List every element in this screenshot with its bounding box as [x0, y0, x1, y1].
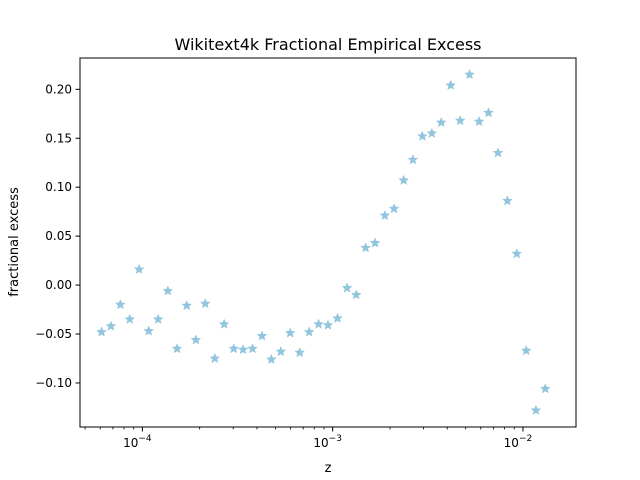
data-point-20	[284, 327, 296, 338]
x-tick-label-1: 10−3	[313, 434, 342, 450]
data-point-31	[388, 203, 400, 214]
data-point-2	[114, 298, 126, 310]
data-point-23	[313, 318, 324, 329]
x-tick-label-2: 10−2	[504, 434, 533, 450]
data-point-21	[294, 346, 306, 358]
y-axis-ticks: −0.10 −0.05 0.00 0.05 0.10 0.15 0.20	[35, 82, 80, 390]
data-point-1	[105, 320, 117, 331]
chart-title: Wikitext4k Fractional Empirical Excess	[175, 35, 482, 54]
y-tick-label-2: 0.00	[45, 278, 72, 292]
data-point-38	[454, 114, 466, 126]
x-axis-label: z	[325, 461, 332, 476]
data-point-36	[435, 116, 447, 128]
data-point-33	[407, 154, 419, 165]
data-point-9	[181, 299, 193, 311]
data-points	[96, 68, 551, 415]
data-point-27	[350, 289, 362, 300]
data-point-13	[218, 318, 230, 329]
data-point-5	[143, 325, 155, 336]
data-point-8	[171, 343, 183, 354]
y-axis-label: fractional excess	[7, 187, 22, 297]
data-point-14	[228, 343, 240, 354]
y-tick-label-1: −0.05	[35, 327, 72, 341]
data-point-6	[152, 313, 164, 324]
data-point-15	[237, 344, 249, 355]
data-point-22	[303, 326, 315, 337]
data-point-18	[265, 353, 277, 365]
data-point-4	[133, 263, 145, 275]
x-tick-label-0: 10−4	[123, 434, 152, 450]
data-point-41	[483, 107, 494, 118]
data-point-29	[369, 237, 381, 248]
data-point-42	[492, 147, 504, 158]
data-point-7	[162, 285, 174, 296]
data-point-17	[256, 330, 268, 341]
data-point-28	[360, 242, 372, 253]
data-point-30	[379, 209, 391, 221]
data-point-43	[501, 195, 513, 206]
data-point-0	[96, 326, 107, 337]
data-point-11	[199, 297, 211, 309]
data-point-44	[511, 248, 523, 259]
data-point-12	[209, 352, 221, 364]
data-point-24	[322, 319, 334, 330]
plot-frame	[79, 57, 577, 428]
data-point-47	[539, 383, 551, 394]
x-axis-ticks: 10−4 10−3 10−2	[84, 427, 533, 450]
y-tick-label-3: 0.05	[45, 229, 72, 243]
y-tick-label-0: −0.10	[35, 376, 72, 390]
data-point-34	[416, 130, 428, 141]
y-tick-label-6: 0.20	[45, 82, 72, 96]
data-point-32	[398, 174, 410, 185]
data-point-25	[332, 312, 343, 323]
data-point-40	[473, 115, 485, 127]
data-point-10	[190, 334, 202, 345]
data-point-45	[520, 344, 532, 356]
data-point-19	[275, 345, 287, 357]
data-point-35	[426, 127, 438, 138]
data-point-37	[445, 79, 457, 90]
y-tick-label-5: 0.15	[45, 131, 72, 145]
data-point-46	[530, 404, 542, 415]
data-point-39	[464, 68, 475, 80]
data-point-3	[124, 313, 136, 324]
data-point-26	[341, 282, 353, 293]
data-point-16	[247, 343, 258, 354]
y-tick-label-4: 0.10	[45, 180, 72, 194]
